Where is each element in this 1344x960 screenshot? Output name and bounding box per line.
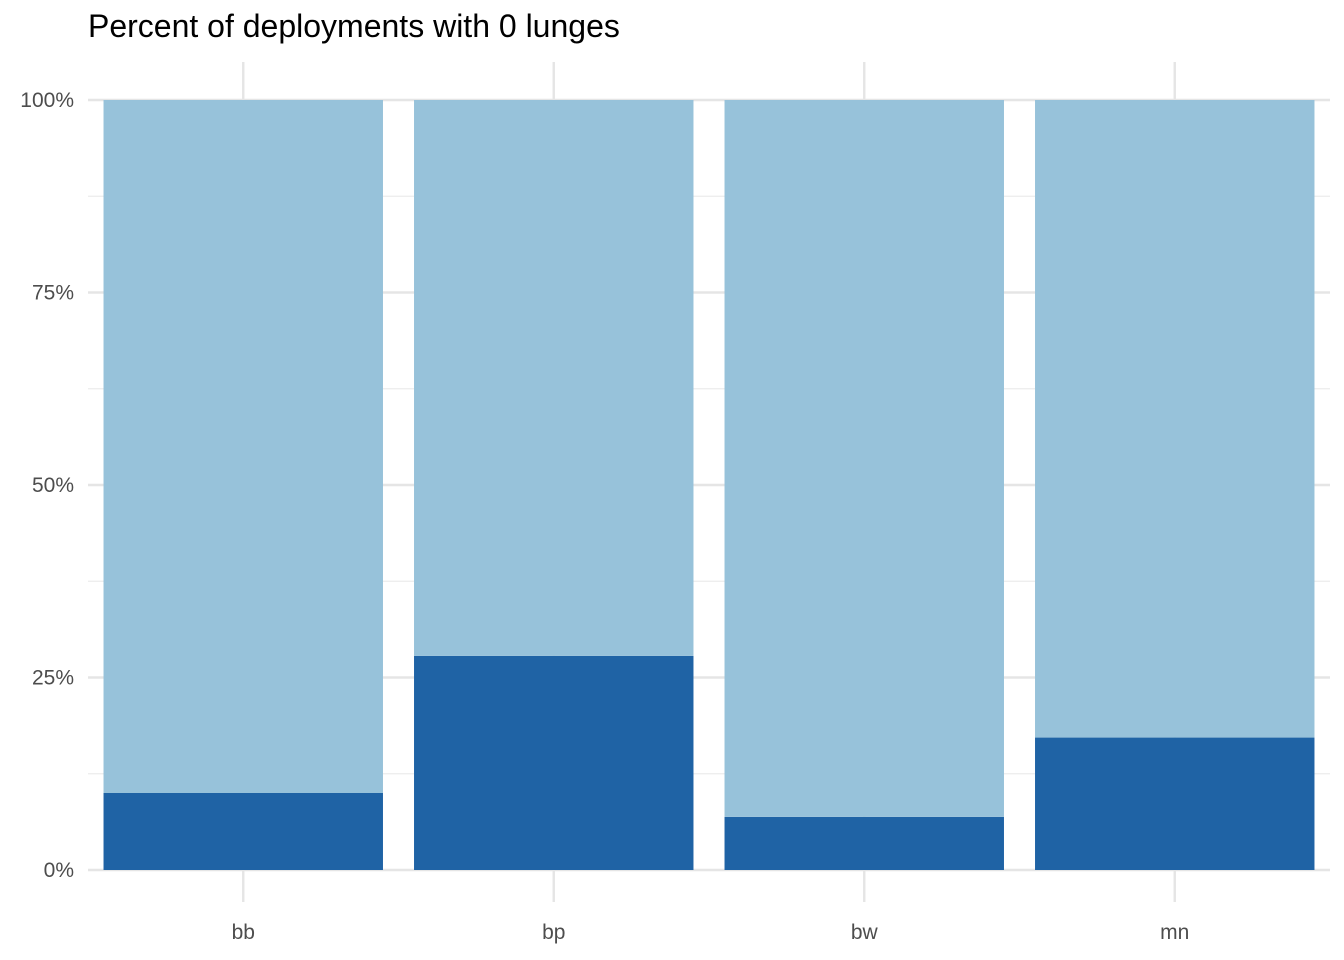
bar-bw-segment-1 — [724, 100, 1004, 817]
bar-bw-segment-0 — [724, 816, 1004, 870]
y-tick-label: 100% — [20, 89, 74, 112]
bar-mn-segment-0 — [1035, 737, 1315, 870]
bar-bb-segment-0 — [103, 793, 383, 870]
y-tick-label: 25% — [32, 667, 74, 690]
x-tick-label: bw — [851, 921, 879, 944]
x-tick-label: bb — [232, 921, 255, 944]
x-tick-label: mn — [1160, 921, 1189, 944]
bar-bp-segment-0 — [414, 655, 694, 870]
bar-mn-segment-1 — [1035, 100, 1315, 738]
y-tick-label: 50% — [32, 474, 74, 497]
bar-bp-segment-1 — [414, 100, 694, 656]
y-tick-label: 0% — [44, 859, 74, 882]
chart-title: Percent of deployments with 0 lunges — [88, 8, 620, 44]
y-tick-label: 75% — [32, 282, 74, 305]
x-tick-label: bp — [542, 921, 565, 944]
bar-bb-segment-1 — [103, 100, 383, 793]
